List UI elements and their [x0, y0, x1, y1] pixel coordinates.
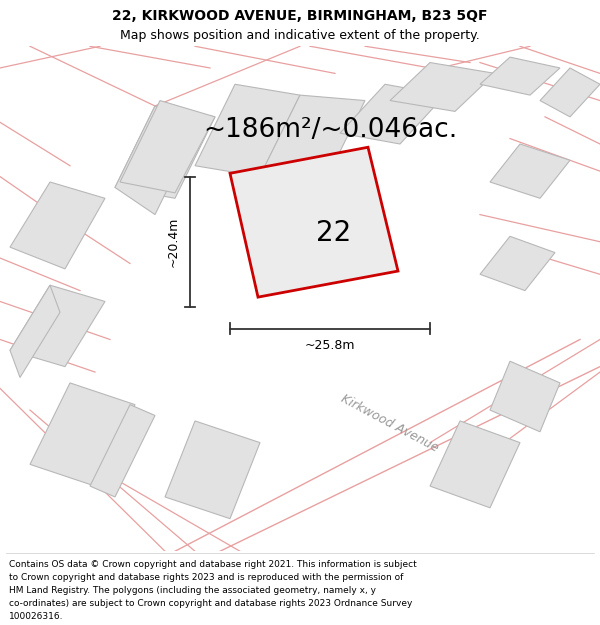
- Polygon shape: [230, 148, 398, 297]
- Polygon shape: [430, 421, 520, 508]
- Text: 22, KIRKWOOD AVENUE, BIRMINGHAM, B23 5QF: 22, KIRKWOOD AVENUE, BIRMINGHAM, B23 5QF: [112, 9, 488, 23]
- Text: Kirkwood Avenue: Kirkwood Avenue: [339, 392, 441, 454]
- Polygon shape: [480, 236, 555, 291]
- Text: Contains OS data © Crown copyright and database right 2021. This information is : Contains OS data © Crown copyright and d…: [9, 560, 417, 569]
- Polygon shape: [115, 106, 195, 214]
- Text: ~186m²/~0.046ac.: ~186m²/~0.046ac.: [203, 117, 457, 143]
- Text: to Crown copyright and database rights 2023 and is reproduced with the permissio: to Crown copyright and database rights 2…: [9, 573, 403, 582]
- Polygon shape: [390, 62, 495, 111]
- Text: HM Land Registry. The polygons (including the associated geometry, namely x, y: HM Land Registry. The polygons (includin…: [9, 586, 376, 595]
- Text: 100026316.: 100026316.: [9, 612, 64, 621]
- Text: Map shows position and indicative extent of the property.: Map shows position and indicative extent…: [120, 29, 480, 42]
- Polygon shape: [10, 285, 60, 378]
- Polygon shape: [165, 421, 260, 519]
- Polygon shape: [115, 106, 215, 198]
- Polygon shape: [10, 182, 105, 269]
- Polygon shape: [90, 404, 155, 497]
- Polygon shape: [265, 95, 365, 182]
- Text: co-ordinates) are subject to Crown copyright and database rights 2023 Ordnance S: co-ordinates) are subject to Crown copyr…: [9, 599, 412, 608]
- Text: ~20.4m: ~20.4m: [167, 216, 179, 267]
- Text: 22: 22: [316, 219, 351, 247]
- Polygon shape: [490, 361, 560, 432]
- Polygon shape: [10, 285, 105, 367]
- Text: ~25.8m: ~25.8m: [305, 339, 355, 352]
- Polygon shape: [195, 84, 300, 177]
- Polygon shape: [540, 68, 600, 117]
- Polygon shape: [490, 144, 570, 198]
- Polygon shape: [120, 101, 215, 193]
- Polygon shape: [480, 57, 560, 95]
- Polygon shape: [340, 84, 445, 144]
- Polygon shape: [30, 383, 135, 486]
